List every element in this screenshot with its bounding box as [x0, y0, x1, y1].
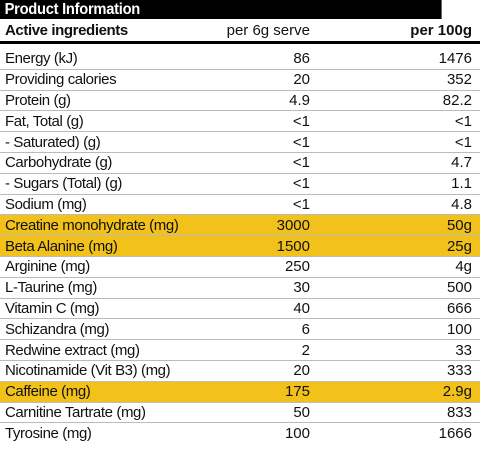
table-row: Sodium (mg) <1 4.8 [0, 195, 480, 216]
ingredient-name: Fat, Total (g) [5, 112, 84, 130]
value-per-100g: 25g [446, 237, 472, 255]
table-row: Energy (kJ) 86 1476 [0, 49, 480, 70]
table-row: Carnitine Tartrate (mg) 50 833 [0, 403, 480, 424]
panel-title: Product Information [0, 0, 442, 19]
value-per-100g: 82.2 [442, 91, 472, 109]
ingredient-name: Carbohydrate (g) [5, 154, 112, 172]
value-per-serve: <1 [292, 195, 310, 213]
value-per-100g: 833 [446, 403, 472, 421]
value-per-serve: 3000 [276, 216, 310, 234]
ingredient-name: Sodium (mg) [5, 195, 87, 213]
value-per-100g: 1.1 [451, 175, 472, 193]
value-per-serve: <1 [292, 112, 310, 130]
ingredient-name: Energy (kJ) [5, 50, 78, 68]
ingredient-name: Creatine monohydrate (mg) [5, 216, 179, 234]
value-per-serve: 100 [284, 425, 310, 443]
table-row: Vitamin C (mg) 40 666 [0, 299, 480, 320]
header-active-ingredients: Active ingredients [5, 21, 128, 39]
value-per-serve: 250 [284, 258, 310, 276]
value-per-100g: <1 [454, 112, 472, 130]
value-per-100g: 4.7 [451, 154, 472, 172]
table-row: Caffeine (mg) 175 2.9g [0, 381, 480, 403]
value-per-serve: <1 [292, 133, 310, 151]
value-per-serve: 2 [301, 341, 310, 359]
table-row: L-Taurine (mg) 30 500 [0, 278, 480, 299]
header-per-serve: per 6g serve [226, 21, 310, 39]
ingredient-name: Arginine (mg) [5, 258, 90, 276]
table-row: - Sugars (Total) (g) <1 1.1 [0, 174, 480, 195]
value-per-serve: <1 [292, 175, 310, 193]
table-row: - Saturated) (g) <1 <1 [0, 132, 480, 153]
ingredient-name: Carnitine Tartrate (mg) [5, 403, 146, 421]
value-per-serve: 20 [293, 71, 310, 89]
value-per-100g: 33 [455, 341, 472, 359]
value-per-100g: 50g [446, 216, 472, 234]
table-row: Fat, Total (g) <1 <1 [0, 111, 480, 133]
value-per-100g: 352 [446, 71, 472, 89]
table-row: Tyrosine (mg) 100 1666 [0, 423, 480, 444]
ingredient-name: Providing calories [5, 71, 117, 89]
ingredient-name: Redwine extract (mg) [5, 341, 140, 359]
ingredient-name: L-Taurine (mg) [5, 279, 97, 297]
table-row: Creatine monohydrate (mg) 3000 50g [0, 215, 480, 237]
value-per-serve: 6 [301, 320, 310, 338]
value-per-100g: 4g [455, 258, 472, 276]
value-per-100g: 2.9g [442, 383, 472, 401]
value-per-100g: 333 [446, 362, 472, 380]
value-per-serve: 20 [293, 362, 310, 380]
value-per-100g: 4.8 [451, 195, 472, 213]
value-per-serve: 175 [284, 383, 310, 401]
header-per-100g: per 100g [410, 21, 472, 39]
ingredients-table-body: Energy (kJ) 86 1476 Providing calories 20 352… [0, 44, 480, 444]
value-per-100g: 1666 [438, 425, 472, 443]
value-per-100g: <1 [454, 133, 472, 151]
value-per-100g: 1476 [438, 50, 472, 68]
value-per-100g: 100 [446, 320, 472, 338]
value-per-serve: 50 [293, 403, 310, 421]
ingredient-name: Beta Alanine (mg) [5, 237, 118, 255]
value-per-serve: <1 [292, 154, 310, 172]
value-per-serve: 40 [293, 299, 310, 317]
table-header: Active ingredients per 6g serve per 100g [0, 19, 480, 44]
ingredient-name: Vitamin C (mg) [5, 299, 100, 317]
ingredient-name: - Saturated) (g) [5, 133, 101, 151]
table-row: Schizandra (mg) 6 100 [0, 319, 480, 341]
value-per-serve: 30 [293, 279, 310, 297]
table-row: Redwine extract (mg) 2 33 [0, 340, 480, 361]
table-row: Nicotinamide (Vit B3) (mg) 20 333 [0, 361, 480, 382]
table-row: Protein (g) 4.9 82.2 [0, 91, 480, 112]
value-per-serve: 4.9 [289, 91, 310, 109]
value-per-serve: 86 [293, 50, 310, 68]
table-row: Providing calories 20 352 [0, 70, 480, 91]
ingredient-name: - Sugars (Total) (g) [5, 175, 123, 193]
ingredient-name: Caffeine (mg) [5, 383, 91, 401]
table-row: Arginine (mg) 250 4g [0, 257, 480, 278]
value-per-100g: 666 [446, 299, 472, 317]
value-per-100g: 500 [446, 279, 472, 297]
ingredient-name: Protein (g) [5, 91, 71, 109]
table-row: Beta Alanine (mg) 1500 25g [0, 236, 480, 257]
table-row: Carbohydrate (g) <1 4.7 [0, 153, 480, 174]
ingredient-name: Nicotinamide (Vit B3) (mg) [5, 362, 171, 380]
ingredient-name: Tyrosine (mg) [5, 425, 92, 443]
ingredient-name: Schizandra (mg) [5, 320, 110, 338]
value-per-serve: 1500 [276, 237, 310, 255]
